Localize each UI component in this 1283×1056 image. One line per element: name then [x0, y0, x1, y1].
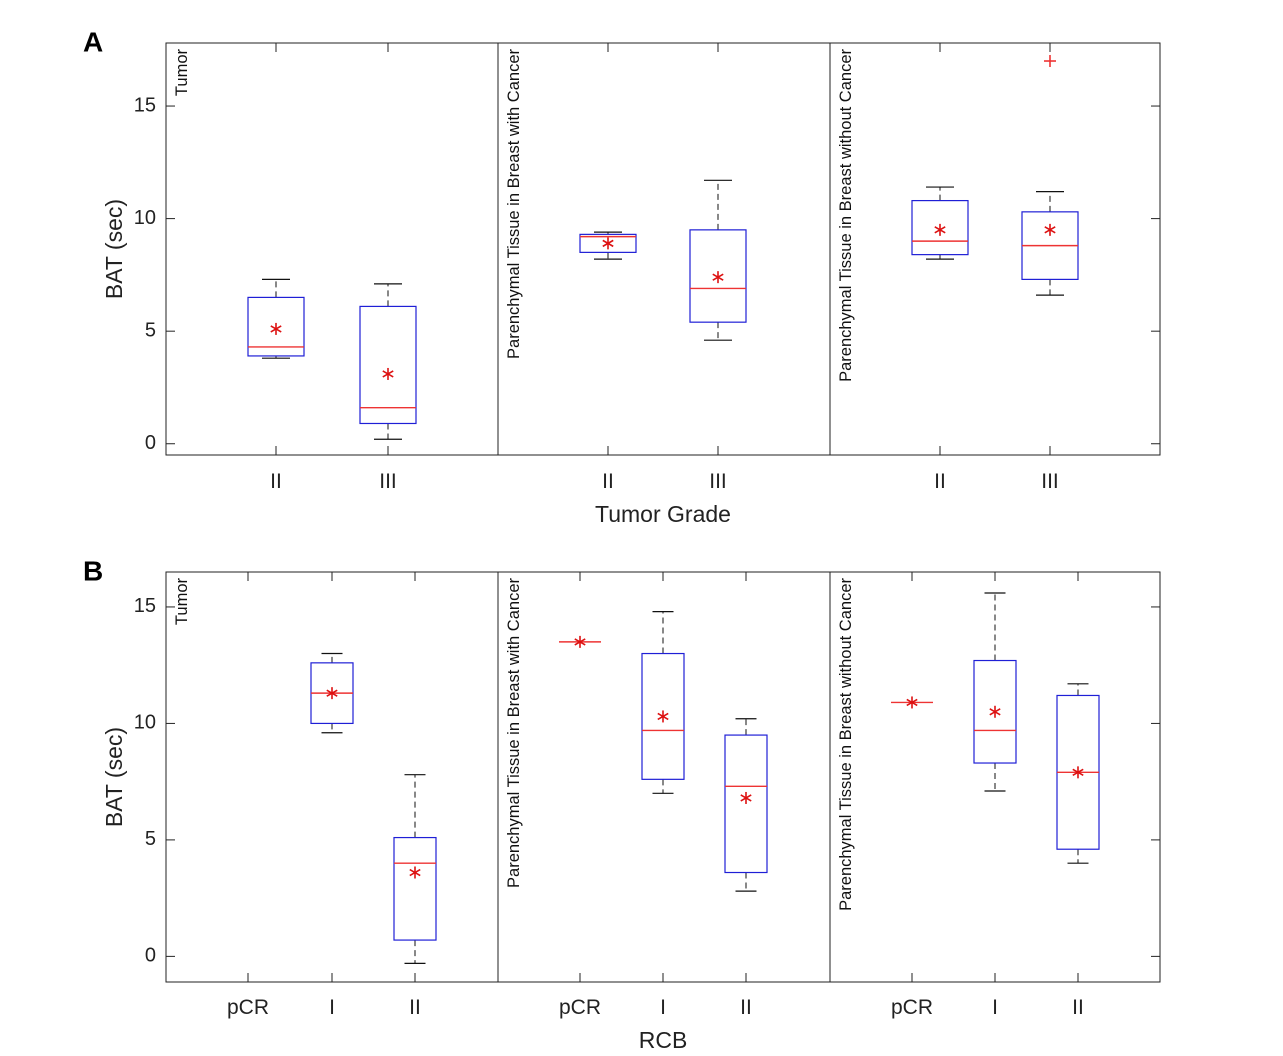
iqr-box [689, 229, 747, 323]
x-tick-label: III [379, 470, 397, 493]
group-parenchymal-tissue-in-breast-with-cancer: Parenchymal Tissue in Breast with Cancer… [505, 43, 747, 493]
box-i [973, 592, 1017, 792]
mean-marker [740, 791, 752, 804]
mean-marker [657, 710, 669, 723]
group-label: Parenchymal Tissue in Breast without Can… [837, 578, 855, 911]
panel-letter: B [83, 555, 103, 586]
y-tick-label: 0 [145, 432, 156, 454]
x-axis-label: Tumor Grade [595, 501, 731, 527]
x-tick-label: pCR [891, 996, 933, 1019]
box-pcr [891, 696, 933, 709]
x-tick-label: II [934, 470, 946, 493]
y-axis-label: BAT (sec) [101, 727, 127, 827]
x-tick-label: pCR [227, 996, 269, 1019]
box-ii [724, 718, 768, 892]
y-tick-label: 0 [145, 945, 156, 967]
x-tick-label: II [270, 470, 282, 493]
box-iii [1021, 55, 1079, 296]
x-tick-label: III [709, 470, 727, 493]
mean-marker [1044, 223, 1056, 236]
y-tick-label: 5 [145, 319, 156, 341]
x-tick-label: I [660, 996, 666, 1019]
mean-marker [712, 271, 724, 284]
panel-letter: A [83, 26, 103, 57]
box-ii [393, 774, 437, 964]
mean-marker [602, 237, 614, 250]
y-tick-label: 10 [134, 712, 156, 734]
y-axis-label: BAT (sec) [101, 199, 127, 299]
iqr-box [247, 296, 305, 357]
mean-marker [906, 696, 918, 709]
iqr-box [641, 652, 685, 780]
box-i [641, 611, 685, 794]
box-ii [1056, 683, 1100, 864]
group-parenchymal-tissue-in-breast-without-cancer: Parenchymal Tissue in Breast without Can… [837, 572, 1100, 1019]
group-label: Parenchymal Tissue in Breast without Can… [837, 49, 855, 382]
box-iii [689, 179, 747, 341]
mean-marker [326, 687, 338, 700]
x-tick-label: II [740, 996, 752, 1019]
x-tick-label: I [329, 996, 335, 1019]
iqr-box [393, 836, 437, 941]
group-parenchymal-tissue-in-breast-with-cancer: Parenchymal Tissue in Breast with Cancer… [505, 572, 768, 1019]
box-iii [359, 283, 417, 440]
group-label: Tumor [173, 48, 191, 96]
mean-marker [270, 322, 282, 335]
iqr-box [973, 659, 1017, 764]
iqr-box [724, 734, 768, 874]
box-ii [911, 186, 969, 260]
x-tick-label: II [409, 996, 421, 1019]
x-tick-label: III [1041, 470, 1059, 493]
box-ii [579, 231, 637, 260]
x-tick-label: pCR [559, 996, 601, 1019]
iqr-box [911, 199, 969, 256]
x-tick-label: I [992, 996, 998, 1019]
mean-marker [574, 635, 586, 648]
mean-marker [382, 367, 394, 380]
box-pcr [559, 635, 601, 648]
x-tick-label: II [1072, 996, 1084, 1019]
y-tick-label: 15 [134, 94, 156, 116]
y-tick-label: 5 [145, 828, 156, 850]
y-tick-label: 15 [134, 595, 156, 617]
box-i [310, 652, 354, 734]
group-parenchymal-tissue-in-breast-without-cancer: Parenchymal Tissue in Breast without Can… [837, 43, 1079, 493]
axes-frame [165, 42, 1161, 456]
y-tick-label: 10 [134, 207, 156, 229]
mean-marker [409, 866, 421, 879]
x-axis-label: RCB [639, 1027, 688, 1053]
iqr-box [579, 233, 637, 253]
group-label: Parenchymal Tissue in Breast with Cancer [505, 578, 523, 888]
outlier-marker [1044, 55, 1056, 68]
box-ii [247, 278, 305, 359]
x-tick-label: II [602, 470, 614, 493]
mean-marker [934, 223, 946, 236]
mean-marker [989, 705, 1001, 718]
group-label: Parenchymal Tissue in Breast with Cancer [505, 49, 523, 359]
iqr-box [359, 305, 417, 425]
mean-marker [1072, 766, 1084, 779]
group-label: Tumor [173, 577, 191, 625]
